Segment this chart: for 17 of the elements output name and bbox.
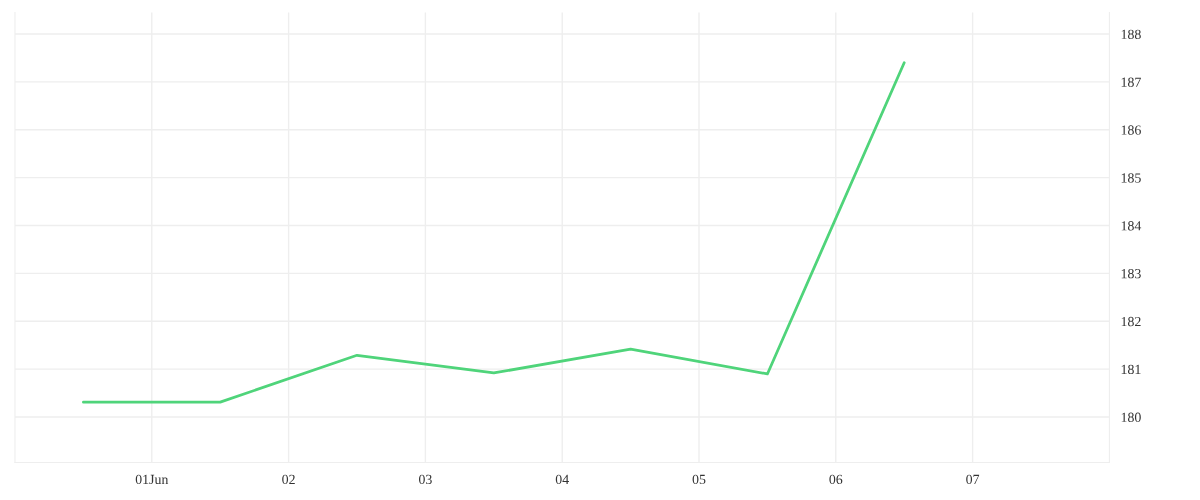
y-tick-label: 180 xyxy=(1121,412,1141,422)
y-tick-label: 187 xyxy=(1121,77,1141,87)
x-tick-label: 07 xyxy=(966,474,980,485)
y-tick-label: 188 xyxy=(1121,29,1141,39)
x-tick-label: 06 xyxy=(829,474,843,485)
x-tick-label: 04 xyxy=(555,474,569,485)
line-series xyxy=(82,61,906,404)
y-tick-label: 182 xyxy=(1121,316,1141,327)
y-tick-label: 183 xyxy=(1121,268,1141,279)
y-tick-label: 181 xyxy=(1121,364,1141,375)
x-tick-label: 03 xyxy=(418,474,432,485)
y-tick-label: 186 xyxy=(1121,125,1141,135)
x-tick-label: 05 xyxy=(692,474,706,485)
y-tick-label: 185 xyxy=(1121,173,1141,183)
y-tick-label: 184 xyxy=(1121,221,1142,231)
x-tick-label: 02 xyxy=(282,474,295,485)
x-tick-label: 01Jun xyxy=(135,474,169,485)
